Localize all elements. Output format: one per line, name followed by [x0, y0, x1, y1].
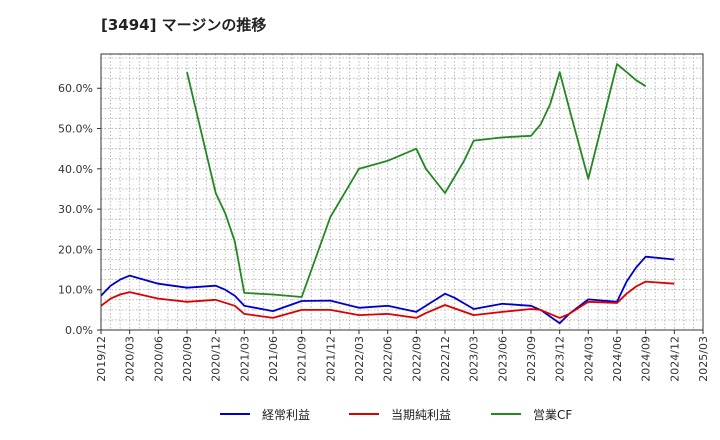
x-tick-label: 2022/06: [382, 336, 395, 382]
x-tick-label: 2019/12: [95, 336, 108, 382]
x-tick-label: 2020/12: [210, 336, 223, 382]
x-tick-label: 2022/03: [353, 336, 366, 382]
x-tick-label: 2021/09: [296, 336, 309, 382]
x-tick-label: 2020/03: [124, 336, 137, 382]
plot-area: [101, 54, 703, 330]
y-tick-label: 0.0%: [65, 324, 93, 337]
x-tick-label: 2021/12: [324, 336, 337, 382]
x-tick-label: 2023/09: [525, 336, 538, 382]
series-line-営業CF: [186, 63, 647, 298]
y-tick-label: 10.0%: [58, 284, 93, 297]
legend-label: 経常利益: [262, 408, 310, 422]
x-tick-label: 2024/03: [582, 336, 595, 382]
x-tick-label: 2021/03: [238, 336, 251, 382]
y-tick-label: 30.0%: [58, 203, 93, 216]
x-tick-label: 2022/09: [410, 336, 423, 382]
plot-frame: [100, 53, 704, 331]
x-tick-label: 2021/06: [267, 336, 280, 382]
x-tick-label: 2023/06: [496, 336, 509, 382]
x-tick-label: 2023/12: [554, 336, 567, 382]
series-line-経常利益: [100, 255, 675, 325]
series-line-当期純利益: [100, 280, 675, 319]
x-tick-label: 2022/12: [439, 336, 452, 382]
legend-label: 当期純利益: [391, 408, 451, 422]
chart-title: [3494] マージンの推移: [101, 16, 267, 34]
y-tick-label: 40.0%: [58, 163, 93, 176]
x-tick-label: 2024/06: [611, 336, 624, 382]
x-tick-label: 2024/12: [668, 336, 681, 382]
x-tick-label: 2023/03: [468, 336, 481, 382]
x-tick-label: 2024/09: [640, 336, 653, 382]
y-tick-label: 50.0%: [58, 123, 93, 136]
legend-label: 営業CF: [533, 408, 572, 422]
x-tick-label: 2020/06: [152, 336, 165, 382]
y-tick-label: 60.0%: [58, 82, 93, 95]
y-tick-label: 20.0%: [58, 243, 93, 256]
x-tick-label: 2020/09: [181, 336, 194, 382]
x-tick-label: 2025/03: [697, 336, 710, 382]
